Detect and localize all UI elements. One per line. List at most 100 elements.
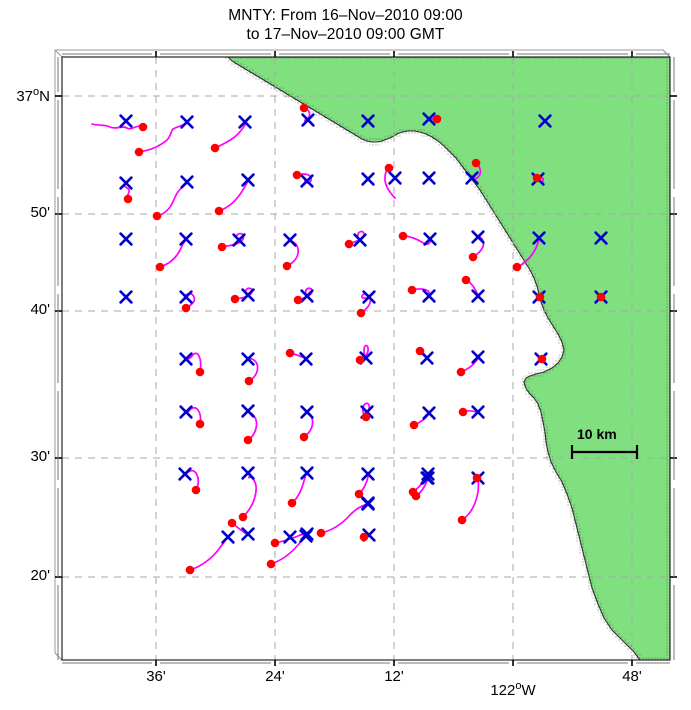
scale-bar-label: 10 km — [577, 426, 617, 442]
end-marker-x-4 — [361, 114, 375, 128]
start-marker-4 — [432, 114, 442, 124]
end-marker-x-19 — [353, 233, 367, 247]
end-marker-x-21 — [471, 230, 485, 244]
start-marker-1 — [134, 147, 144, 157]
end-marker-x-12 — [422, 171, 436, 185]
end-marker-x-10 — [300, 174, 314, 188]
end-marker-x-7 — [119, 176, 133, 190]
end-marker-x-20 — [423, 232, 437, 246]
end-marker-x-16 — [179, 232, 193, 246]
end-marker-x-41 — [241, 404, 255, 418]
end-marker-x-50 — [421, 467, 435, 481]
end-marker-x-37 — [420, 351, 434, 365]
start-marker-22 — [356, 308, 366, 318]
y-tick-label-4: 20' — [30, 567, 50, 584]
start-marker-34 — [195, 419, 205, 429]
end-marker-x-25 — [179, 290, 193, 304]
start-marker-20 — [230, 294, 240, 304]
x-tick-label-1: 24' — [265, 668, 285, 685]
land-mass — [223, 57, 670, 660]
end-marker-x-33 — [179, 352, 193, 366]
end-marker-x-29 — [422, 289, 436, 303]
trajectory-track-7 — [218, 180, 249, 212]
start-marker-53 — [457, 515, 467, 525]
end-marker-x-22 — [532, 231, 546, 245]
start-marker-7 — [214, 206, 224, 216]
start-marker-3 — [299, 103, 309, 113]
end-marker-x-t49 — [221, 530, 235, 544]
start-marker-30 — [355, 355, 365, 365]
start-marker-49 — [185, 565, 195, 575]
end-marker-x-1 — [180, 115, 194, 129]
end-marker-x-46 — [178, 467, 192, 481]
start-marker-24 — [461, 275, 471, 285]
start-marker-9 — [384, 163, 394, 173]
end-marker-x-24 — [119, 290, 133, 304]
start-marker-32 — [456, 367, 466, 377]
end-marker-x-27 — [300, 289, 314, 303]
gridlines — [62, 57, 670, 660]
trajectory-track-27 — [186, 352, 202, 373]
start-marker-18 — [512, 262, 522, 272]
start-marker-42 — [287, 498, 297, 508]
start-marker-27 — [195, 367, 205, 377]
end-marker-x-45 — [471, 405, 485, 419]
end-marker-x-40 — [179, 405, 193, 419]
x-tick-label-4: 48' — [622, 668, 642, 685]
start-marker-16 — [398, 231, 408, 241]
title-line-2: to 17–Nov–2010 09:00 GMT — [246, 26, 445, 43]
start-marker-46 — [227, 518, 237, 528]
end-marker-x-28 — [362, 290, 376, 304]
scale-bar — [570, 445, 639, 459]
x-tick-label-0: 36' — [146, 668, 166, 685]
end-marker-x-47 — [241, 466, 255, 480]
start-marker-14 — [282, 261, 292, 271]
end-marker-x-49 — [361, 467, 375, 481]
frame-bevel-tl — [54, 49, 63, 58]
end-marker-x-18 — [283, 233, 297, 247]
end-marker-x-35 — [299, 352, 313, 366]
start-marker-39 — [458, 407, 468, 417]
end-marker-x-t50 — [299, 529, 313, 543]
land-fill — [228, 57, 670, 660]
start-marker-15 — [344, 239, 354, 249]
start-marker-25 — [535, 292, 545, 302]
start-marker-48 — [359, 532, 369, 542]
trajectory-track-28 — [247, 357, 259, 382]
end-marker-x-23 — [594, 231, 608, 245]
end-marker-x-3 — [301, 113, 315, 127]
start-marker-52 — [411, 491, 421, 501]
title-line-1: MNTY: From 16–Nov–2010 09:00 — [228, 7, 463, 24]
trajectory-track-0 — [91, 123, 144, 130]
end-marker-x-8 — [180, 175, 194, 189]
end-marker-x-42 — [300, 405, 314, 419]
axis-minor-rails — [57, 53, 675, 664]
end-marker-x-34 — [241, 352, 255, 366]
start-marker-28 — [244, 376, 254, 386]
axes-frame — [54, 49, 677, 666]
end-marker-x-2 — [238, 115, 252, 129]
y-tick-label-2: 40' — [30, 301, 50, 318]
start-marker-2 — [210, 143, 220, 153]
y-tick-label-0: 37oN — [16, 86, 50, 105]
start-marker-8 — [292, 170, 302, 180]
start-marker-26 — [596, 292, 606, 302]
start-marker-47 — [270, 538, 280, 548]
trajectory-track-2 — [214, 121, 247, 149]
start-marker-13 — [217, 242, 227, 252]
end-marker-x-11 — [361, 172, 375, 186]
end-marker-x-52 — [241, 527, 255, 541]
end-marker-x-6 — [538, 114, 552, 128]
x-tick-label-2: 12' — [384, 668, 404, 685]
start-marker-45 — [472, 473, 482, 483]
end-marker-x-13 — [465, 171, 479, 185]
end-marker-x-9 — [241, 173, 255, 187]
end-marker-x-44 — [422, 406, 436, 420]
start-marker-17 — [468, 252, 478, 262]
end-marker-x-38 — [471, 350, 485, 364]
start-marker-40 — [191, 485, 201, 495]
coastline-stipple — [223, 57, 670, 660]
start-marker-10 — [471, 158, 481, 168]
